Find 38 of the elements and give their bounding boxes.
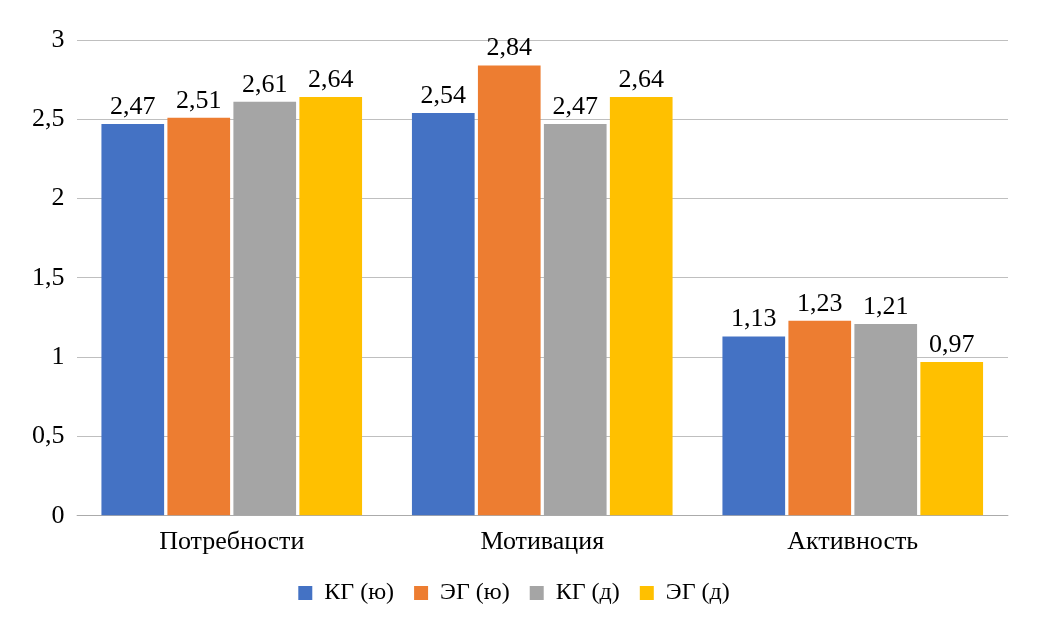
bar bbox=[854, 323, 918, 516]
x-tick-label: Потребности bbox=[159, 526, 305, 556]
y-tick-label: 3 bbox=[51, 23, 65, 53]
legend-label: ЭГ (ю) bbox=[440, 578, 510, 605]
x-tick-label: Мотивация bbox=[480, 526, 605, 556]
data-label: 2,47 bbox=[110, 90, 156, 120]
bar bbox=[411, 112, 475, 516]
data-label: 2,64 bbox=[618, 63, 664, 93]
data-label: 1,23 bbox=[797, 287, 843, 317]
bar bbox=[543, 124, 607, 516]
data-label: 2,84 bbox=[486, 32, 533, 62]
legend-label: КГ (д) bbox=[555, 578, 620, 605]
y-tick-label: 2 bbox=[51, 182, 65, 212]
bar bbox=[233, 101, 297, 516]
bar bbox=[477, 65, 541, 516]
bar bbox=[788, 320, 852, 516]
data-label: 2,61 bbox=[241, 68, 288, 98]
x-tick-label: Активность bbox=[787, 526, 919, 556]
bar bbox=[299, 97, 363, 516]
data-label: 1,21 bbox=[862, 290, 909, 320]
y-tick-label: 0 bbox=[51, 499, 65, 529]
bar bbox=[722, 336, 786, 516]
y-tick-label: 1 bbox=[51, 341, 65, 371]
data-label: 2,54 bbox=[420, 79, 467, 109]
data-label: 2,47 bbox=[552, 90, 598, 120]
data-label: 2,64 bbox=[307, 63, 354, 93]
bar bbox=[167, 117, 231, 516]
legend-label: ЭГ (д) bbox=[665, 578, 730, 605]
data-label: 0,97 bbox=[928, 328, 975, 358]
data-label: 2,51 bbox=[176, 84, 222, 114]
data-label: 1,13 bbox=[731, 303, 777, 333]
y-tick-label: 1,5 bbox=[32, 261, 65, 291]
bar bbox=[920, 361, 984, 516]
legend-label: КГ (ю) bbox=[324, 578, 395, 605]
y-tick-label: 0,5 bbox=[32, 420, 65, 450]
y-tick-label: 2,5 bbox=[32, 103, 65, 133]
bar bbox=[609, 97, 673, 516]
bar bbox=[101, 124, 165, 516]
